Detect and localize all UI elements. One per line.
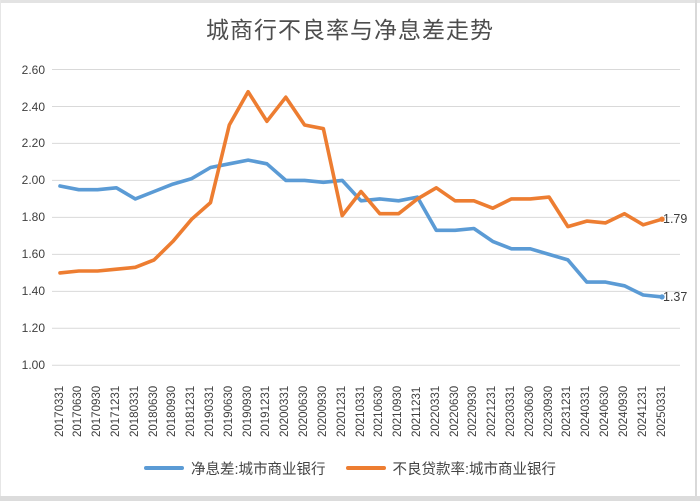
x-tick-label: 20230331 <box>505 385 517 437</box>
series-end-data-label-nim: 1.37 <box>663 290 688 304</box>
x-tick-label: 20180331 <box>128 385 141 437</box>
y-tick-label: 1.00 <box>21 358 45 373</box>
window-edge-right <box>695 0 697 501</box>
x-tick-label: 20211231 <box>410 386 423 437</box>
x-tick-label: 20250331 <box>655 385 668 437</box>
x-tick-label: 20200331 <box>279 385 292 437</box>
x-tick-label: 20230630 <box>523 385 536 437</box>
y-tick-label: 1.40 <box>21 284 45 299</box>
y-tick-label: 2.20 <box>21 136 45 151</box>
x-tick-label: 20190630 <box>222 385 235 437</box>
x-tick-label: 20190930 <box>241 385 254 437</box>
x-tick-label: 20191231 <box>260 385 273 437</box>
y-tick-label: 1.20 <box>21 321 45 336</box>
x-tick-label: 20241231 <box>636 385 649 437</box>
x-tick-label: 20200630 <box>298 385 311 437</box>
legend-line-swatch-npl <box>345 466 386 470</box>
y-tick-label: 1.80 <box>21 210 45 225</box>
legend: 净息差:城市商业银行 不良贷款率:城市商业银行 <box>0 459 700 478</box>
x-tick-label: 20181231 <box>185 385 198 437</box>
x-tick-label: 20171231 <box>109 385 122 437</box>
x-tick-label: 20220331 <box>429 385 442 437</box>
window-edge-left <box>0 0 1 501</box>
y-tick-label: 1.60 <box>21 247 45 262</box>
window-edge-bottom <box>0 496 700 501</box>
legend-label-nim: 净息差:城市商业银行 <box>190 461 326 478</box>
x-tick-label: 20210930 <box>392 385 405 437</box>
x-tick-label: 20190331 <box>204 385 216 437</box>
x-tick-label: 20231231 <box>561 385 574 437</box>
x-tick-label: 20210331 <box>354 385 367 437</box>
x-tick-label: 20170630 <box>72 385 85 437</box>
series-end-data-label-npl: 1.79 <box>663 212 688 226</box>
legend-label-npl: 不良贷款率:城市商业银行 <box>392 461 557 478</box>
x-tick-label: 20180930 <box>166 385 179 437</box>
x-tick-label: 20221231 <box>486 385 499 437</box>
x-tick-label: 20230930 <box>542 385 555 437</box>
x-tick-label: 20200930 <box>316 385 329 437</box>
x-tick-label: 20240630 <box>599 385 612 437</box>
y-tick-label: 2.60 <box>21 62 45 77</box>
x-tick-label: 20180630 <box>147 385 160 437</box>
x-tick-label: 20220930 <box>467 385 480 437</box>
x-tick-label: 20170930 <box>91 385 104 437</box>
y-tick-label: 2.40 <box>21 99 45 114</box>
chart-title: 城商行不良率与净息差走势 <box>206 18 494 43</box>
x-tick-label: 20201231 <box>335 385 348 437</box>
y-tick-label: 2.00 <box>21 173 45 188</box>
x-tick-label: 20220630 <box>448 385 461 437</box>
x-tick-label: 20210630 <box>373 385 386 437</box>
legend-line-swatch-nim <box>143 466 184 470</box>
window-edge-top <box>0 0 700 3</box>
x-tick-label: 20240930 <box>617 385 630 437</box>
x-tick-label: 20170331 <box>53 385 66 437</box>
x-tick-label: 20240331 <box>580 385 593 437</box>
